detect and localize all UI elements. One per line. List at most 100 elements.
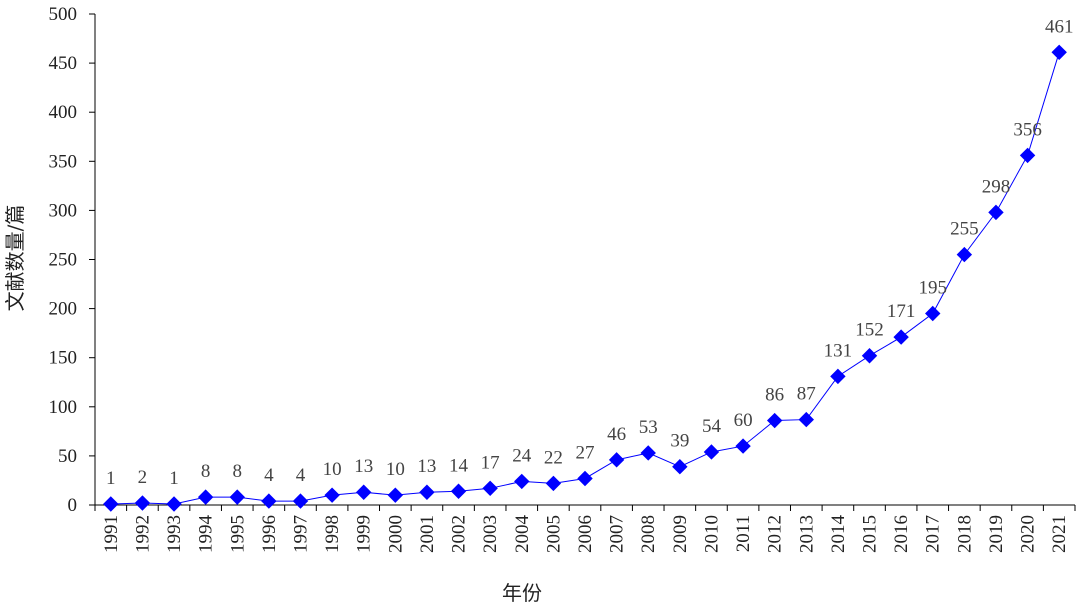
- x-tick-label: 2018: [954, 515, 975, 553]
- x-tick-label: 2000: [385, 515, 406, 553]
- x-tick-label: 2006: [575, 515, 596, 553]
- data-label: 22: [544, 447, 563, 468]
- data-label: 2: [138, 467, 148, 488]
- x-tick-label: 2008: [638, 515, 659, 553]
- data-point-marker: [988, 204, 1004, 221]
- data-label: 46: [607, 424, 626, 445]
- data-point-marker: [292, 493, 309, 509]
- x-tick-label: 2021: [1049, 515, 1070, 553]
- x-tick-label: 2017: [923, 515, 944, 553]
- data-label: 8: [233, 461, 243, 482]
- data-point-marker: [134, 495, 151, 511]
- x-tick-label: 2004: [512, 515, 533, 554]
- data-point-marker: [861, 348, 878, 364]
- x-tick-label: 1995: [227, 515, 248, 553]
- y-tick-label: 100: [49, 397, 78, 418]
- x-tick-label: 2001: [417, 515, 438, 553]
- x-tick-label: 2015: [860, 515, 881, 553]
- y-tick-label: 500: [49, 4, 78, 25]
- data-label: 1: [169, 468, 179, 489]
- x-tick-label: 1999: [354, 515, 375, 553]
- x-tick-label: 1993: [164, 515, 185, 553]
- data-point-marker: [387, 487, 404, 503]
- data-point-marker: [356, 484, 372, 500]
- data-point-marker: [419, 484, 435, 500]
- data-label: 255: [950, 219, 979, 240]
- y-tick-label: 250: [49, 250, 78, 271]
- data-point-marker: [830, 368, 846, 385]
- data-label: 13: [417, 456, 436, 477]
- data-label: 24: [512, 445, 532, 466]
- data-point-marker: [672, 458, 688, 475]
- data-point-marker: [735, 438, 751, 454]
- x-tick-label: 2003: [480, 515, 501, 553]
- x-tick-label: 2011: [733, 515, 754, 552]
- data-point-marker: [703, 444, 720, 460]
- data-label: 131: [824, 340, 853, 361]
- data-label: 10: [323, 459, 342, 480]
- x-tick-label: 1994: [196, 515, 217, 554]
- x-tick-label: 2019: [986, 515, 1007, 553]
- x-tick-label: 2009: [670, 515, 691, 553]
- y-tick-label: 350: [49, 151, 78, 172]
- data-point-marker: [1051, 44, 1067, 61]
- y-tick-label: 150: [49, 348, 78, 369]
- x-tick-label: 1991: [101, 515, 122, 553]
- data-label: 13: [354, 456, 373, 477]
- x-tick-label: 1996: [259, 515, 280, 553]
- data-label: 1: [106, 468, 116, 489]
- x-tick-label: 2016: [891, 515, 912, 553]
- data-label: 60: [734, 410, 753, 431]
- data-point-marker: [766, 412, 783, 429]
- y-tick-label: 450: [49, 53, 78, 74]
- x-tick-label: 1992: [132, 515, 153, 553]
- data-label: 4: [264, 465, 274, 486]
- y-tick-label: 400: [49, 102, 78, 123]
- data-label: 8: [201, 461, 211, 482]
- data-label: 54: [702, 416, 722, 437]
- data-label: 53: [639, 417, 658, 438]
- y-tick-label: 0: [68, 495, 78, 516]
- series-line: [110, 52, 1060, 505]
- data-point-marker: [956, 246, 973, 263]
- x-tick-label: 2020: [1018, 515, 1039, 553]
- data-label: 10: [386, 459, 405, 480]
- y-tick-label: 300: [49, 200, 78, 221]
- y-tick-label: 200: [49, 299, 78, 320]
- data-point-marker: [577, 470, 593, 487]
- data-label: 14: [449, 455, 469, 476]
- data-point-marker: [197, 489, 214, 505]
- data-label: 356: [1013, 119, 1042, 140]
- data-point-marker: [482, 480, 498, 497]
- data-label: 86: [765, 385, 784, 406]
- data-label: 152: [855, 320, 884, 341]
- data-point-marker: [925, 305, 941, 322]
- x-tick-label: 2010: [701, 515, 722, 553]
- x-axis: 1991 1992 1993 1994 1995 1996 1997 1998 1999 2000…: [94, 504, 1076, 554]
- data-label: 27: [576, 442, 595, 463]
- data-label: 17: [481, 452, 500, 473]
- data-point-marker: [608, 452, 625, 468]
- x-axis-title: 年份: [502, 581, 542, 605]
- x-tick-label: 2012: [765, 515, 786, 553]
- data-label: 39: [670, 431, 689, 452]
- data-label: 87: [797, 384, 816, 405]
- data-point-marker: [166, 496, 182, 512]
- data-point-marker: [103, 496, 119, 512]
- data-point-marker: [640, 445, 656, 461]
- data-label: 171: [887, 301, 916, 322]
- data-point-marker: [514, 473, 530, 490]
- y-axis: 0 50 100 150 200 250 300 350 400 450 500: [49, 4, 96, 516]
- data-point-marker: [1019, 147, 1036, 164]
- data-point-marker: [229, 489, 245, 505]
- x-tick-label: 2002: [449, 515, 470, 553]
- x-tick-label: 2014: [828, 515, 849, 554]
- data-point-marker: [545, 475, 562, 492]
- data-label: 195: [918, 278, 947, 299]
- x-tick-label: 2005: [543, 515, 564, 553]
- data-label: 4: [296, 465, 306, 486]
- y-axis-title: 文献数量/篇: [3, 205, 27, 312]
- data-point-marker: [261, 493, 277, 509]
